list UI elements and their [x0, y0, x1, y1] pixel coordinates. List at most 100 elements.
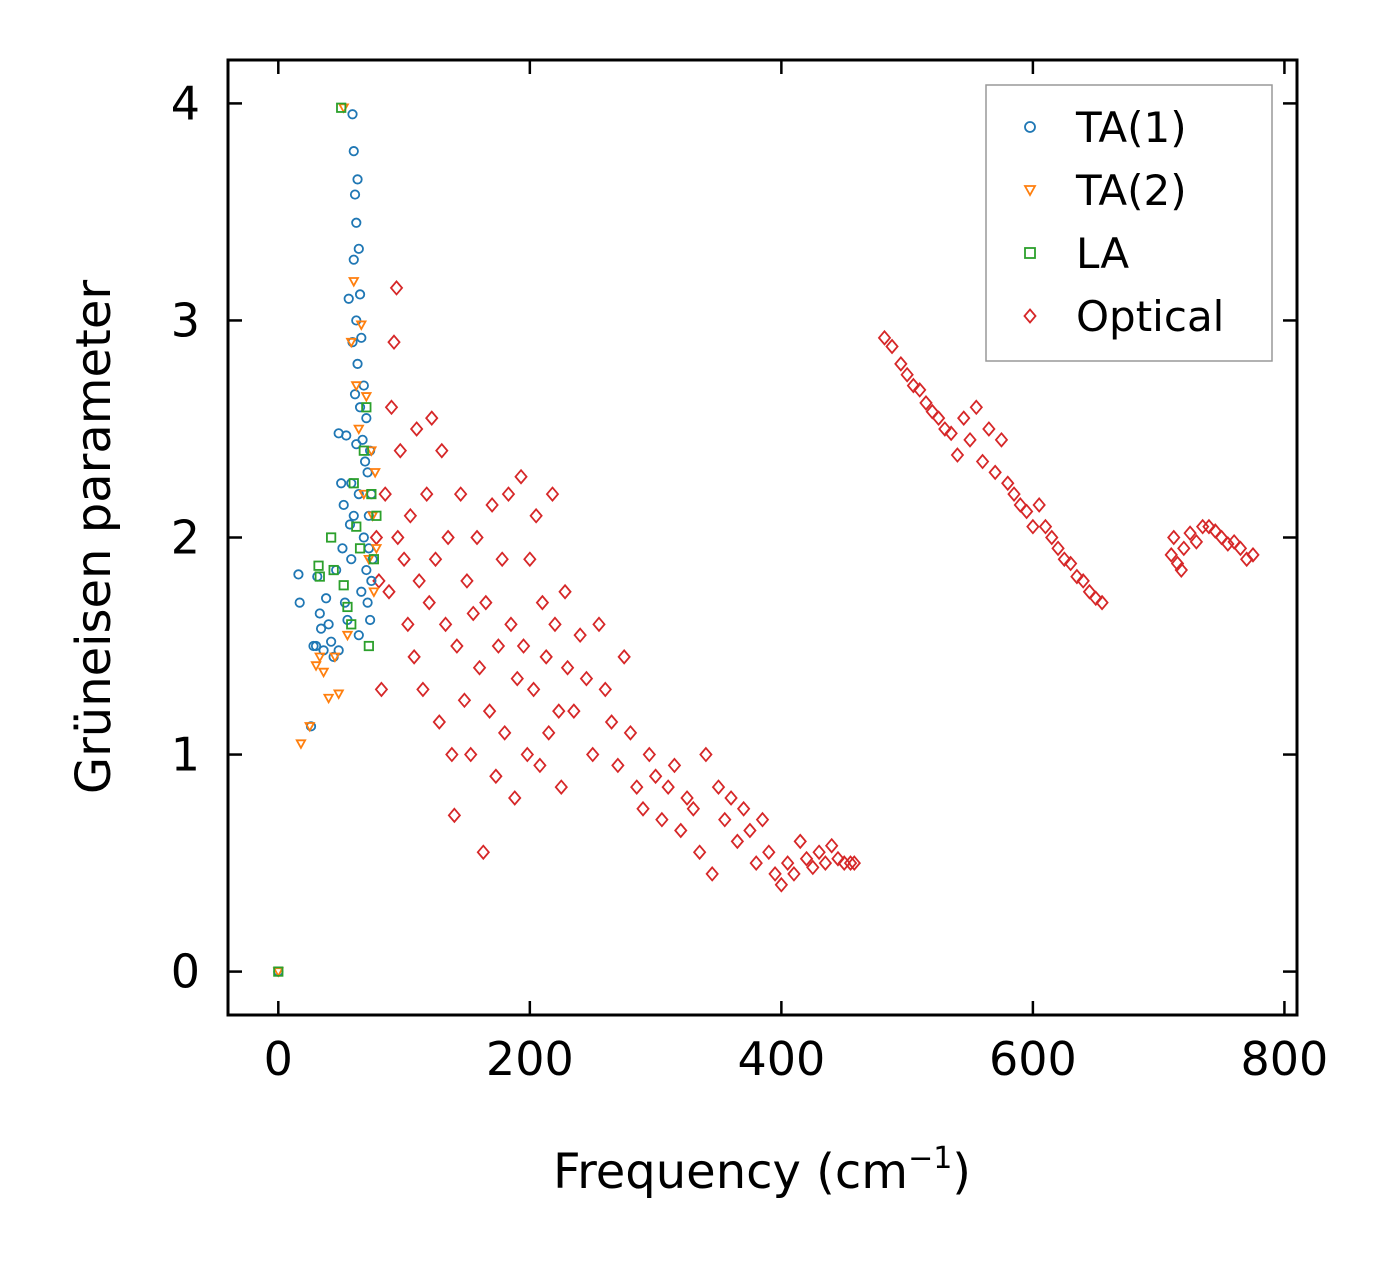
- data-point: [554, 779, 568, 795]
- data-point: [428, 551, 443, 568]
- data-point: [1057, 551, 1072, 568]
- data-point: [320, 593, 332, 604]
- data-point: [523, 551, 537, 568]
- x-tick-label: 800: [1241, 1032, 1329, 1086]
- y-tick-label: 1: [171, 728, 200, 782]
- data-point: [1063, 555, 1078, 572]
- data-point: [1032, 497, 1046, 513]
- data-point: [348, 510, 359, 521]
- data-point: [510, 670, 524, 687]
- data-point: [982, 421, 996, 437]
- data-point: [514, 468, 528, 485]
- data-point: [573, 627, 587, 644]
- data-point: [774, 876, 789, 893]
- x-tick-label: 600: [989, 1032, 1077, 1086]
- data-point: [313, 560, 324, 571]
- data-point: [847, 855, 862, 871]
- data-point: [950, 447, 965, 463]
- data-point: [378, 486, 392, 502]
- data-point: [304, 722, 316, 733]
- data-point: [579, 670, 594, 687]
- data-point: [988, 464, 1002, 481]
- data-point: [1221, 536, 1235, 552]
- data-point: [812, 844, 826, 861]
- data-point: [341, 630, 354, 642]
- data-point: [655, 811, 669, 828]
- data-point: [900, 366, 914, 383]
- data-point: [1082, 583, 1097, 600]
- data-point: [787, 866, 801, 882]
- data-point: [485, 497, 499, 513]
- legend-entry: TA(2): [1023, 166, 1187, 215]
- data-point: [366, 575, 377, 587]
- data-point: [799, 850, 814, 867]
- data-point: [329, 652, 341, 663]
- data-point: [336, 478, 347, 489]
- data-point: [1013, 497, 1028, 513]
- data-point: [560, 659, 575, 676]
- legend: TA(1) TA(2) LA Optical: [985, 84, 1273, 362]
- data-point: [422, 594, 436, 611]
- data-point: [1070, 568, 1084, 585]
- data-point: [343, 293, 354, 304]
- data-point: [482, 703, 497, 720]
- data-point: [661, 779, 675, 795]
- data-point: [354, 289, 366, 300]
- data-point: [353, 243, 364, 254]
- series-la: [273, 102, 382, 977]
- data-point: [365, 614, 376, 626]
- data-point: [730, 833, 745, 850]
- data-point: [363, 640, 374, 652]
- data-point: [393, 442, 408, 459]
- data-point: [332, 689, 345, 700]
- legend-label: TA(1): [1075, 103, 1187, 152]
- data-point: [674, 822, 688, 839]
- data-point: [755, 811, 770, 828]
- data-point: [293, 569, 304, 580]
- data-point: [648, 768, 663, 785]
- data-point: [273, 966, 284, 977]
- legend-marker: [1024, 247, 1036, 259]
- data-point: [762, 844, 776, 861]
- data-point: [312, 571, 323, 582]
- data-point: [1089, 590, 1103, 607]
- data-point: [1233, 540, 1248, 557]
- data-point: [699, 746, 713, 763]
- data-point: [447, 807, 462, 824]
- data-point: [768, 866, 782, 882]
- data-point: [1189, 533, 1204, 550]
- data-point: [1007, 486, 1021, 502]
- data-point: [460, 573, 474, 589]
- data-point: [1170, 555, 1185, 572]
- data-point: [360, 392, 373, 403]
- data-point: [338, 580, 349, 591]
- data-point: [345, 337, 357, 349]
- data-markers: [272, 102, 1260, 978]
- data-point: [361, 564, 372, 576]
- data-point: [412, 573, 426, 589]
- data-point: [630, 779, 644, 795]
- data-point: [349, 189, 361, 200]
- data-point: [718, 811, 732, 828]
- data-point: [349, 389, 361, 400]
- data-point: [348, 277, 360, 288]
- data-point: [348, 254, 359, 265]
- data-point: [361, 413, 372, 424]
- data-point: [326, 636, 337, 647]
- data-point: [1045, 529, 1059, 546]
- y-tick-label: 0: [171, 945, 200, 999]
- data-point: [438, 616, 453, 633]
- data-point: [450, 638, 464, 654]
- data-point: [906, 377, 921, 394]
- data-point: [323, 619, 334, 630]
- data-point: [420, 486, 434, 502]
- data-point: [552, 703, 566, 720]
- data-point: [368, 587, 380, 598]
- data-point: [592, 616, 606, 633]
- data-point: [495, 551, 509, 568]
- data-point: [558, 583, 572, 600]
- axis-ticks: 0 200 400 600 800 0 1 2 3 4: [171, 60, 1329, 1086]
- data-point: [407, 648, 421, 665]
- data-point: [642, 746, 657, 763]
- data-point: [310, 661, 322, 672]
